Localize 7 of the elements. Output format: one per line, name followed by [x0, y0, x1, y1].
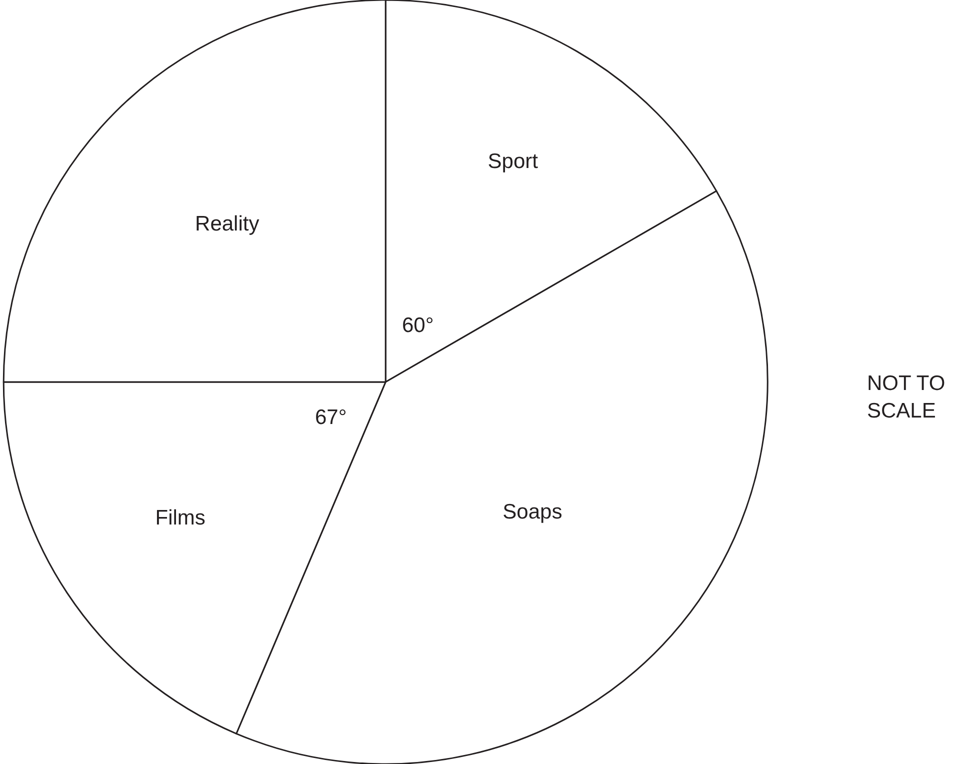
text: NOT TO SCALE	[867, 372, 946, 422]
slice-label: Films	[155, 506, 206, 530]
data-label: 60°	[402, 314, 434, 337]
slice-label: Reality	[195, 212, 260, 236]
data-label: 67°	[315, 406, 347, 429]
slice-label: Soaps	[502, 500, 562, 524]
slice-label: Sport	[488, 150, 538, 173]
